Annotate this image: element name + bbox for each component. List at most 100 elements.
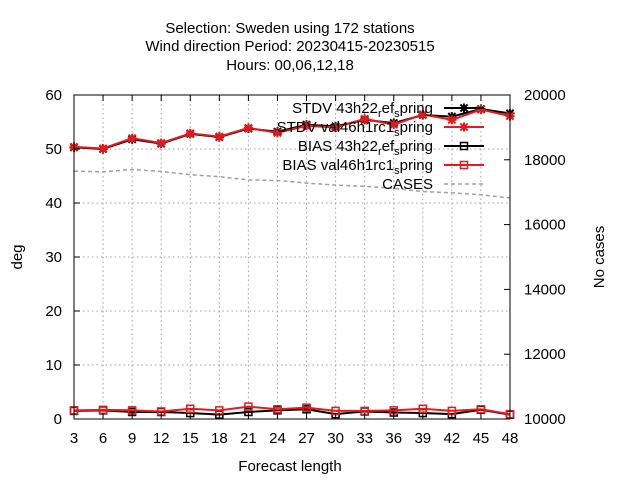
y2-tick-label: 16000 bbox=[524, 217, 566, 234]
legend-label-subscript: s bbox=[394, 165, 400, 177]
data-point bbox=[476, 105, 486, 115]
y-axis-label: deg bbox=[9, 244, 26, 269]
x-tick-label: 15 bbox=[182, 430, 199, 447]
series-line bbox=[73, 108, 511, 150]
legend-label-subscript: r bbox=[378, 146, 382, 158]
star-marker-d2 bbox=[459, 122, 469, 132]
legend-label-part: pring bbox=[400, 138, 433, 155]
data-point bbox=[244, 402, 253, 411]
legend-label: STDV val46h1rc1spring bbox=[277, 119, 433, 139]
legend-label-part: STDV 43h22 bbox=[292, 100, 378, 117]
data-point bbox=[127, 133, 137, 143]
y2-tick-label: 18000 bbox=[524, 152, 566, 169]
legend-label-part: pring bbox=[400, 157, 433, 174]
x-tick-label: 27 bbox=[298, 430, 315, 447]
tick-marks bbox=[73, 94, 511, 420]
data-point bbox=[98, 143, 108, 153]
legend-entry-3: BIAS 43h22refspring bbox=[298, 138, 484, 158]
x-tick-label: 3 bbox=[70, 430, 78, 447]
data-point bbox=[302, 121, 312, 131]
legend-label-part: BIAS 43h22 bbox=[298, 138, 378, 155]
plot-frame bbox=[73, 94, 511, 420]
y2-tick-label: 10000 bbox=[524, 411, 566, 428]
legend-entry-5: CASES bbox=[382, 176, 484, 193]
star-marker-d2 bbox=[98, 144, 108, 153]
star-marker-d2 bbox=[302, 121, 311, 131]
x-tick-label: 33 bbox=[356, 430, 373, 447]
legend-label-part: pring bbox=[400, 119, 433, 136]
series-line bbox=[73, 168, 511, 199]
legend-label-subscript: r bbox=[378, 108, 382, 120]
tick-labels: 3 6 9 12 15 18 21 24 27 30 33 36 39 42 45 4801020304050… bbox=[45, 87, 565, 447]
series-line bbox=[73, 408, 511, 416]
series-5 bbox=[73, 168, 511, 199]
data-point bbox=[360, 114, 370, 124]
data-point bbox=[273, 405, 282, 414]
y-tick-label: 60 bbox=[45, 87, 62, 104]
star-marker-d2 bbox=[244, 123, 253, 133]
y2-tick-label: 14000 bbox=[524, 281, 566, 298]
legend-label-subscript: s bbox=[394, 146, 400, 158]
legend-marker bbox=[459, 160, 469, 170]
x-tick-label: 42 bbox=[444, 430, 461, 447]
star-marker-d2 bbox=[389, 120, 399, 130]
y-tick-label: 10 bbox=[45, 357, 62, 374]
star-marker-d2 bbox=[360, 114, 369, 124]
legend-entry-4: BIAS val46h1rc1spring bbox=[282, 157, 484, 177]
legend-label-part: BIAS val46h1rc1 bbox=[282, 157, 394, 174]
x-tick-label: 39 bbox=[414, 430, 431, 447]
x-tick-label: 9 bbox=[128, 430, 136, 447]
x-tick-label: 6 bbox=[99, 430, 107, 447]
legend-entry-2: STDV val46h1rc1spring bbox=[277, 119, 484, 139]
grid bbox=[74, 95, 510, 419]
legend-label: BIAS 43h22refspring bbox=[298, 138, 433, 158]
y-tick-label: 40 bbox=[45, 195, 62, 212]
legend-label: BIAS val46h1rc1spring bbox=[282, 157, 433, 177]
data-point bbox=[331, 122, 341, 132]
x-tick-label: 36 bbox=[385, 430, 402, 447]
data-point bbox=[389, 120, 399, 130]
star-marker-d2 bbox=[215, 132, 224, 141]
legend-label: STDV 43h22refspring bbox=[292, 100, 433, 120]
chart-title-line-2: Wind direction Period: 20230415-20230515 bbox=[145, 38, 434, 55]
y-tick-label: 0 bbox=[54, 411, 62, 428]
star-marker-d2 bbox=[273, 128, 282, 138]
data-point bbox=[214, 132, 224, 142]
legend-label-part: STDV val46h1rc1 bbox=[277, 119, 395, 136]
data-point bbox=[185, 128, 195, 138]
data-point bbox=[243, 123, 253, 133]
x-tick-label: 21 bbox=[240, 430, 257, 447]
y2-axis-label: No cases bbox=[591, 226, 608, 289]
star-marker-d2 bbox=[156, 138, 166, 148]
legend-label: CASES bbox=[382, 176, 433, 193]
star-marker-d2 bbox=[185, 129, 195, 138]
legend-label-part: ef bbox=[382, 100, 395, 117]
x-tick-label: 24 bbox=[269, 430, 286, 447]
legend-marker bbox=[459, 141, 469, 151]
y-tick-label: 50 bbox=[45, 141, 62, 158]
series-line bbox=[73, 405, 511, 416]
legend-marker bbox=[459, 122, 469, 132]
y-tick-label: 30 bbox=[45, 249, 62, 266]
series-layer bbox=[69, 104, 515, 419]
x-tick-label: 12 bbox=[153, 430, 170, 447]
data-point bbox=[418, 109, 428, 119]
data-point bbox=[272, 128, 282, 138]
data-point bbox=[302, 403, 311, 412]
legend-entry-1: STDV 43h22refspring bbox=[292, 100, 484, 120]
legend-label-subscript: s bbox=[394, 108, 400, 120]
x-tick-label: 18 bbox=[211, 430, 228, 447]
data-point bbox=[156, 138, 166, 148]
legend-label-part: ef bbox=[382, 138, 395, 155]
data-point bbox=[447, 115, 457, 125]
data-point bbox=[476, 405, 486, 414]
x-tick-label: 45 bbox=[473, 430, 490, 447]
star-marker-d2 bbox=[418, 110, 428, 119]
legend-label-subscript: s bbox=[394, 127, 400, 139]
star-marker-d2 bbox=[459, 103, 469, 113]
x-tick-label: 30 bbox=[327, 430, 344, 447]
x-axis-label: Forecast length bbox=[238, 458, 341, 475]
data-point bbox=[186, 404, 195, 413]
chart-title-line-3: Hours: 00,06,12,18 bbox=[226, 57, 354, 74]
